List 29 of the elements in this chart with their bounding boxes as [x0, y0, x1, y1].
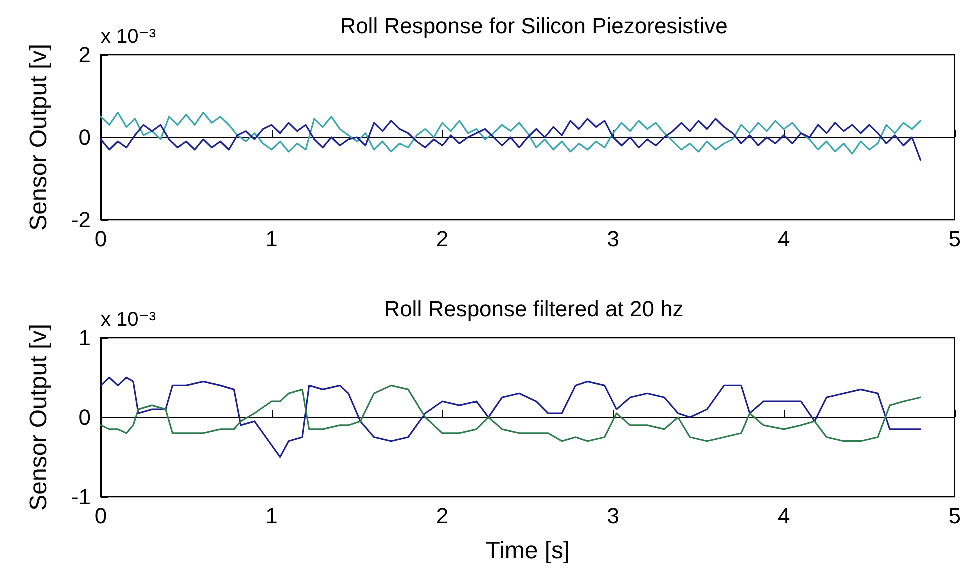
y-axis-title: Sensor Output [v] [26, 44, 52, 231]
line-series [100, 118, 922, 161]
x-tick-label: 4 [778, 226, 790, 252]
line-series [100, 384, 922, 442]
y-tick-label: 1 [78, 326, 91, 350]
x-tick-label: 2 [436, 226, 449, 252]
x-tick-label: 0 [94, 504, 108, 528]
x-tick-label: 1 [266, 226, 278, 252]
x-tick-label: 5 [948, 226, 962, 252]
y-tick-label: 0 [78, 405, 91, 430]
x-tick-label: 5 [948, 504, 962, 528]
text: x 10⁻³ [101, 309, 156, 331]
x-tick-label: 3 [607, 504, 620, 528]
line-series [100, 112, 922, 155]
y-tick-label: 0 [78, 125, 91, 150]
text: x 10⁻³ [101, 26, 156, 48]
line-series [100, 376, 922, 458]
x-tick-label: 2 [436, 504, 449, 528]
y-tick-label: 2 [78, 42, 91, 68]
chart-title: Roll Response filtered at 20 hz [384, 296, 684, 322]
y-tick-label: -1 [71, 484, 91, 510]
y-axis-title: Sensor Output [v] [26, 324, 52, 511]
x-axis-title: Time [s] [486, 538, 570, 564]
x-tick-label: 1 [266, 504, 278, 528]
x-tick-label: 0 [94, 226, 108, 252]
x-tick-label: 4 [778, 504, 790, 528]
x-tick-label: 3 [607, 226, 620, 252]
y-tick-label: -2 [71, 208, 91, 232]
chart-title: Roll Response for Silicon Piezoresistive [340, 14, 728, 38]
